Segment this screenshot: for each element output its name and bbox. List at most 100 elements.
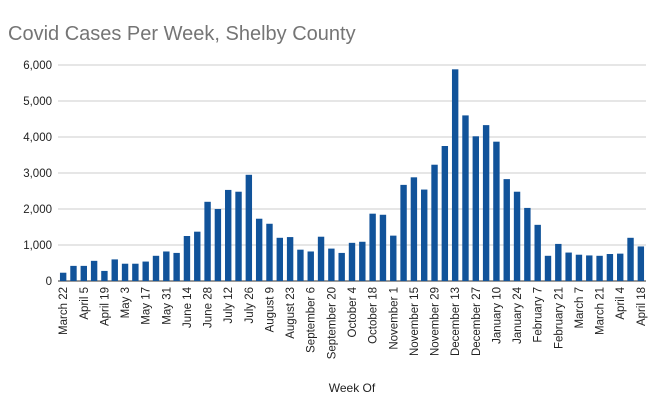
bar: October 25: 1840 xyxy=(379,214,387,281)
bar: May 17: 540 xyxy=(142,261,149,281)
bar: January 24: 2480 xyxy=(513,191,521,281)
bar: April 19: 280 xyxy=(101,270,108,281)
bar: April 11: 1200 xyxy=(627,237,634,281)
bar: January 3: 4330 xyxy=(482,125,490,282)
chart-title: Covid Cases Per Week, Shelby County xyxy=(8,23,356,45)
x-tick-label: May 3 xyxy=(120,287,132,318)
bar: November 22: 2540 xyxy=(421,189,428,281)
x-tick-label: November 15 xyxy=(409,287,421,356)
x-tick-label: March 7 xyxy=(574,287,586,329)
bar: October 4: 1060 xyxy=(348,242,356,281)
x-tick-label: December 27 xyxy=(471,287,483,356)
y-axis-ticks: 0 1,000 2,000 3,000 4,000 5,000 6,000 xyxy=(23,60,52,288)
x-tick-label: July 12 xyxy=(223,287,235,323)
bar: April 12: 560 xyxy=(90,260,98,281)
bar: December 13: 5880 xyxy=(451,69,459,281)
bar: July 26: 2950 xyxy=(245,174,253,281)
x-tick-label: May 31 xyxy=(161,287,173,325)
bar: April 4: 760 xyxy=(617,253,624,281)
x-tick-label: August 23 xyxy=(285,287,297,339)
bar: April 18: 960 xyxy=(637,246,645,281)
bar: April 26: 600 xyxy=(111,259,118,281)
bar: June 21: 1370 xyxy=(194,231,201,281)
bar: January 17: 2830 xyxy=(503,179,510,281)
gridlines xyxy=(58,64,646,282)
y-tick-label: 4,000 xyxy=(23,132,52,144)
x-tick-label: November 1 xyxy=(388,287,400,350)
x-tick-label: March 22 xyxy=(58,287,70,335)
x-tick-label: September 20 xyxy=(326,287,338,359)
x-tick-label: January 10 xyxy=(491,287,503,344)
bar: March 29: 420 xyxy=(70,265,77,281)
bar: August 9: 1590 xyxy=(266,223,273,281)
bar: August 2: 1730 xyxy=(255,218,263,281)
bar: September 20: 900 xyxy=(328,248,335,281)
y-tick-label: 5,000 xyxy=(23,96,52,108)
bar: July 5: 2000 xyxy=(214,209,222,281)
x-tick-label: June 14 xyxy=(182,286,194,328)
bar: October 18: 1870 xyxy=(369,213,376,281)
bar: August 23: 1220 xyxy=(286,237,294,281)
y-tick-label: 6,000 xyxy=(23,60,52,72)
bar: March 21: 700 xyxy=(596,255,603,281)
x-tick-label: November 29 xyxy=(430,287,442,356)
bar: February 21: 1030 xyxy=(555,243,562,281)
bar: December 6: 3750 xyxy=(441,146,449,281)
bar: July 19: 2480 xyxy=(235,191,242,281)
x-tick-label: January 24 xyxy=(512,286,524,344)
x-tick-label: December 13 xyxy=(450,287,462,356)
x-tick-label: July 26 xyxy=(244,287,256,323)
bar: July 12: 2530 xyxy=(225,189,232,281)
x-tick-label: February 21 xyxy=(553,287,565,349)
bar: November 1: 1260 xyxy=(390,235,397,281)
bar: February 14: 700 xyxy=(544,255,552,281)
bar: June 28: 2200 xyxy=(204,201,211,281)
bar: August 16: 1200 xyxy=(276,237,283,281)
x-axis-ticks: March 22 April 5 April 19 May 3 May 17 May 31… xyxy=(58,286,648,359)
bar: June 14: 1250 xyxy=(183,236,191,281)
x-tick-label: August 9 xyxy=(264,287,276,332)
bar: December 27: 4020 xyxy=(472,136,479,281)
x-tick-label: May 17 xyxy=(141,287,153,325)
x-tick-label: October 18 xyxy=(368,287,380,344)
bar: May 3: 480 xyxy=(121,263,129,281)
bar: November 29: 3230 xyxy=(431,164,438,281)
y-tick-label: 3,000 xyxy=(23,168,52,180)
bar: September 27: 780 xyxy=(338,252,345,281)
y-tick-label: 0 xyxy=(46,276,52,288)
bar: August 30: 870 xyxy=(297,249,304,281)
bar: November 8: 2670 xyxy=(400,184,407,281)
x-axis-label: Week Of xyxy=(329,381,376,395)
bar: June 7: 780 xyxy=(173,252,180,281)
y-tick-label: 1,000 xyxy=(23,240,52,252)
bar: May 31: 820 xyxy=(163,251,170,281)
x-tick-label: April 18 xyxy=(636,287,648,326)
x-tick-label: June 28 xyxy=(203,287,215,328)
bar: January 10: 3870 xyxy=(493,141,500,281)
x-tick-label: April 5 xyxy=(79,287,91,320)
bar: May 10: 480 xyxy=(132,263,139,281)
bar: January 31: 2030 xyxy=(524,207,531,281)
x-tick-label: February 7 xyxy=(533,287,545,343)
y-tick-label: 2,000 xyxy=(23,204,52,216)
bar: September 6: 820 xyxy=(307,251,314,281)
bar: November 15: 2880 xyxy=(410,177,418,281)
bar: March 7: 730 xyxy=(575,254,583,281)
x-tick-label: October 4 xyxy=(347,286,359,337)
bar: March 28: 750 xyxy=(606,254,614,281)
bar: December 20: 4600 xyxy=(462,115,469,282)
bars: March 22: 230March 29: 420April 5: 420Ap… xyxy=(59,69,645,282)
x-tick-label: March 21 xyxy=(595,287,607,335)
bar: February 7: 1560 xyxy=(534,224,541,281)
bar: March 14: 710 xyxy=(586,255,593,281)
bar: February 28: 790 xyxy=(565,252,572,281)
bar: October 11: 1090 xyxy=(359,241,366,281)
x-tick-label: April 4 xyxy=(615,286,627,319)
bar: May 24: 700 xyxy=(152,255,160,281)
bar: September 13: 1230 xyxy=(317,236,325,281)
x-tick-label: September 6 xyxy=(306,287,318,353)
bar: March 22: 230 xyxy=(59,272,67,281)
x-tick-label: April 19 xyxy=(99,287,111,326)
